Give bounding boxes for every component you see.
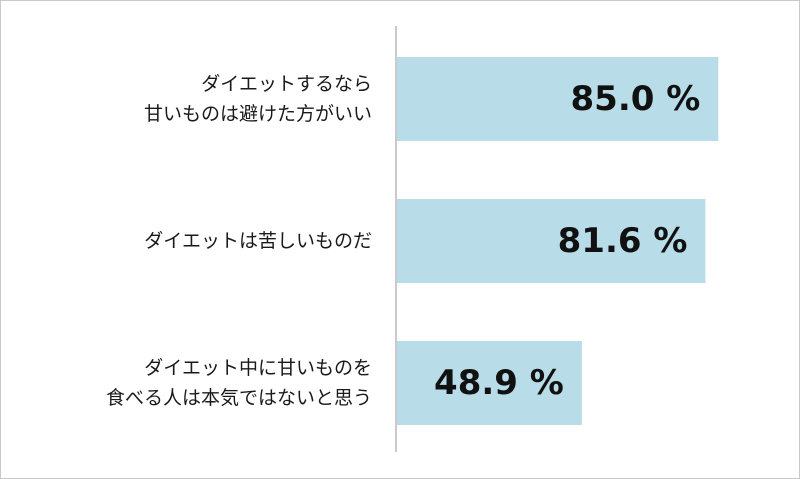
category-label-1-line-2: 甘いものは避けた方がいい — [144, 103, 372, 125]
bar-2 — [397, 199, 706, 283]
bars-group — [397, 57, 719, 425]
category-label-1-line-1: ダイエットするなら — [201, 73, 372, 95]
value-label-3: 48.9 % — [434, 363, 564, 403]
category-label-2-line-1: ダイエットは苦しいものだ — [144, 230, 372, 252]
value-label-2: 81.6 % — [558, 221, 688, 261]
bar-1 — [397, 57, 719, 141]
value-label-1: 85.0 % — [571, 79, 701, 119]
value-labels-group: 85.0 % 81.6 % 48.9 % — [434, 79, 700, 403]
category-labels-group: ダイエットするなら甘いものは避けた方がいいダイエットは苦しいものだダイエット中に… — [106, 73, 372, 409]
category-label-3-line-2: 食べる人は本気ではないと思う — [106, 387, 372, 409]
category-label-3-line-1: ダイエット中に甘いものを — [144, 357, 372, 379]
bar-3 — [397, 341, 582, 425]
